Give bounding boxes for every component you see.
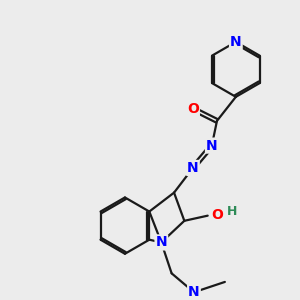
- Text: N: N: [230, 35, 242, 49]
- Text: O: O: [187, 102, 199, 116]
- Text: N: N: [155, 236, 167, 249]
- Text: N: N: [188, 285, 200, 299]
- Text: N: N: [187, 161, 199, 175]
- Text: H: H: [226, 205, 237, 218]
- Text: O: O: [212, 208, 223, 222]
- Text: N: N: [206, 139, 218, 153]
